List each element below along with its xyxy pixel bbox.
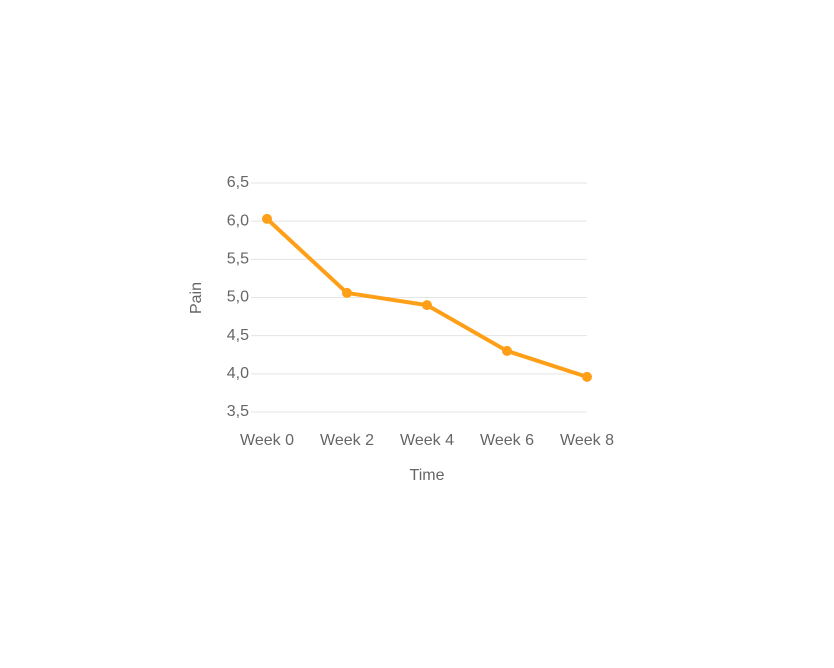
y-tick-label: 6,5 [227, 174, 249, 191]
y-tick-label: 4,5 [227, 327, 249, 344]
x-tick-label: Week 8 [560, 432, 614, 449]
y-tick-label: 4,0 [227, 365, 249, 382]
point [582, 371, 592, 382]
y-tick-label: 5,5 [227, 251, 249, 268]
point [422, 300, 432, 311]
x-tick-label: Week 4 [400, 432, 454, 449]
point [502, 345, 512, 356]
point [342, 287, 352, 298]
x-axis-label: Time [410, 467, 445, 484]
y-tick-label: 3,5 [227, 403, 249, 420]
x-tick-label: Week 2 [320, 432, 374, 449]
y-tick-label: 5,0 [227, 289, 249, 306]
x-tick-label: Week 6 [480, 432, 534, 449]
y-axis-label: Pain [188, 282, 205, 314]
x-tick-label: Week 0 [240, 432, 294, 449]
y-tick-label: 6,0 [227, 212, 249, 229]
point [262, 213, 272, 224]
